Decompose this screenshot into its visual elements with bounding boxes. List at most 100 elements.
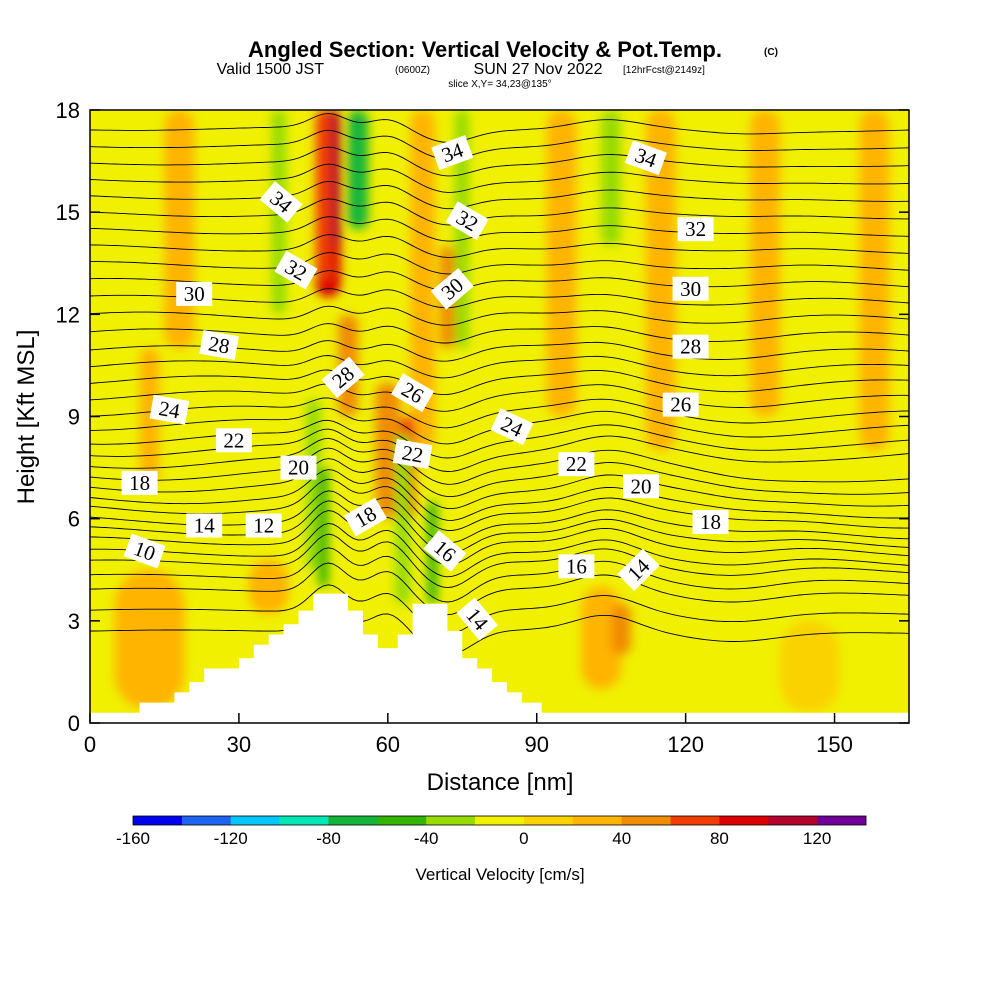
isentrope-line	[90, 163, 909, 193]
isentrope-line	[90, 113, 909, 143]
colorbar-frame	[132, 815, 867, 826]
colorbar-swatch	[426, 816, 476, 825]
valid-prefix: Valid 1500 JST	[217, 61, 325, 78]
colorbar-swatch	[719, 816, 769, 825]
valid-date: SUN 27 Nov 2022	[474, 61, 603, 78]
isentrope-line	[90, 533, 909, 589]
velocity-cell	[645, 110, 676, 451]
forecast-info: [12hrFcst@2149z]	[623, 65, 705, 76]
contour-label-box	[490, 408, 534, 446]
colorbar-swatch	[475, 816, 525, 825]
isentrope-line	[90, 252, 909, 275]
contour-label: 18	[121, 470, 158, 495]
isentrope-line	[90, 355, 909, 379]
isentrope-line	[90, 437, 909, 485]
contour-label-box	[431, 135, 474, 171]
isentrope-line	[90, 604, 909, 656]
y-tick-label: 0	[68, 711, 80, 736]
isentrope-line	[90, 547, 909, 603]
contour-label: 28	[199, 330, 239, 360]
valid-utc: (0600Z)	[395, 65, 430, 76]
colorbar-swatch	[279, 816, 329, 825]
isentrope-line	[90, 447, 909, 498]
contour-label-box	[199, 330, 239, 360]
slice-info: slice X,Y= 34,23@135°	[448, 79, 551, 90]
contour-label-text: 28	[680, 335, 701, 359]
contour-label: 22	[215, 428, 252, 453]
isentrope-line	[90, 469, 909, 521]
colorbar-swatch	[572, 816, 622, 825]
colorbar-swatch	[181, 816, 232, 825]
contour-label-box	[624, 140, 667, 176]
contour-label-box	[672, 276, 709, 301]
colorbar-tick-label: -120	[214, 829, 248, 848]
isentrope-line	[90, 383, 909, 412]
colorbar: -160 -120 -80 -40 0 40 80 120	[116, 815, 867, 848]
colorbar-tick-label: -80	[316, 829, 341, 848]
contour-label: 32	[677, 217, 714, 242]
colorbar-tick-label: -40	[414, 829, 439, 848]
velocity-cell	[228, 110, 269, 383]
velocity-cell	[859, 110, 890, 451]
velocity-cell	[601, 110, 622, 247]
contour-label-box	[392, 439, 433, 469]
chart-title: Angled Section: Vertical Velocity & Pot.…	[248, 37, 722, 62]
contour-label-text: 24	[157, 396, 182, 423]
contour-label: 34	[431, 135, 474, 171]
isentrope-line	[90, 522, 909, 578]
contour-label-text: 26	[670, 393, 691, 417]
isentrope-line	[90, 305, 909, 326]
colorbar-swatch	[230, 816, 280, 825]
isentrope-line	[90, 180, 909, 210]
isentrope-line	[90, 369, 909, 396]
velocity-cell	[315, 110, 331, 281]
velocity-cell	[779, 620, 840, 713]
contour-label-text: 22	[566, 452, 587, 476]
contour-label-box	[430, 268, 474, 310]
isentrope-line	[90, 146, 909, 177]
contour-label-box	[423, 530, 467, 572]
colorbar-swatch	[670, 816, 720, 825]
contour-label-text: 30	[184, 282, 205, 306]
contour-label: 30	[176, 281, 213, 306]
contour-label-text: 22	[223, 428, 244, 452]
isentrope-line	[90, 288, 909, 309]
contour-label-text: 32	[685, 217, 706, 241]
velocity-cell	[305, 399, 321, 570]
velocity-cell	[348, 110, 368, 230]
velocity-cell	[467, 110, 498, 434]
x-tick-label: 150	[816, 732, 853, 757]
contour-label-box	[558, 554, 595, 579]
contour-label-box	[245, 513, 282, 538]
isentrope-line	[90, 490, 909, 544]
y-tick-label: 15	[56, 200, 80, 225]
contour-label-box	[617, 548, 660, 592]
velocity-cell	[581, 586, 622, 689]
y-tick-label: 6	[68, 507, 80, 532]
x-tick-label: 90	[524, 732, 548, 757]
velocity-cell	[139, 348, 160, 485]
contour-label-box	[274, 250, 318, 290]
velocity-cell	[750, 110, 780, 417]
contour-label-text: 22	[400, 440, 425, 467]
title-units: (C)	[764, 47, 778, 58]
contour-label-box	[321, 356, 365, 399]
isentrope-line	[90, 510, 909, 566]
contour-label: 22	[558, 452, 595, 477]
contour-label: 34	[259, 181, 303, 223]
contour-label-box	[677, 217, 714, 242]
contour-label: 28	[672, 334, 709, 359]
contour-label-box	[672, 334, 709, 359]
isentrope-line	[90, 129, 909, 160]
contour-label: 26	[662, 392, 699, 417]
contour-label: 20	[623, 474, 659, 499]
contour-label-text: 20	[631, 474, 652, 498]
contour-label-text: 18	[129, 471, 150, 495]
contour-label-box	[259, 181, 303, 223]
colorbar-tick-label: 120	[803, 829, 831, 848]
isentrope-line	[90, 216, 909, 242]
y-axis: 0 3 6 9 12 15 18	[56, 98, 909, 736]
colorbar-tick-label: -160	[116, 829, 150, 848]
contour-label-box	[391, 373, 435, 413]
colorbar-swatch	[768, 816, 818, 825]
